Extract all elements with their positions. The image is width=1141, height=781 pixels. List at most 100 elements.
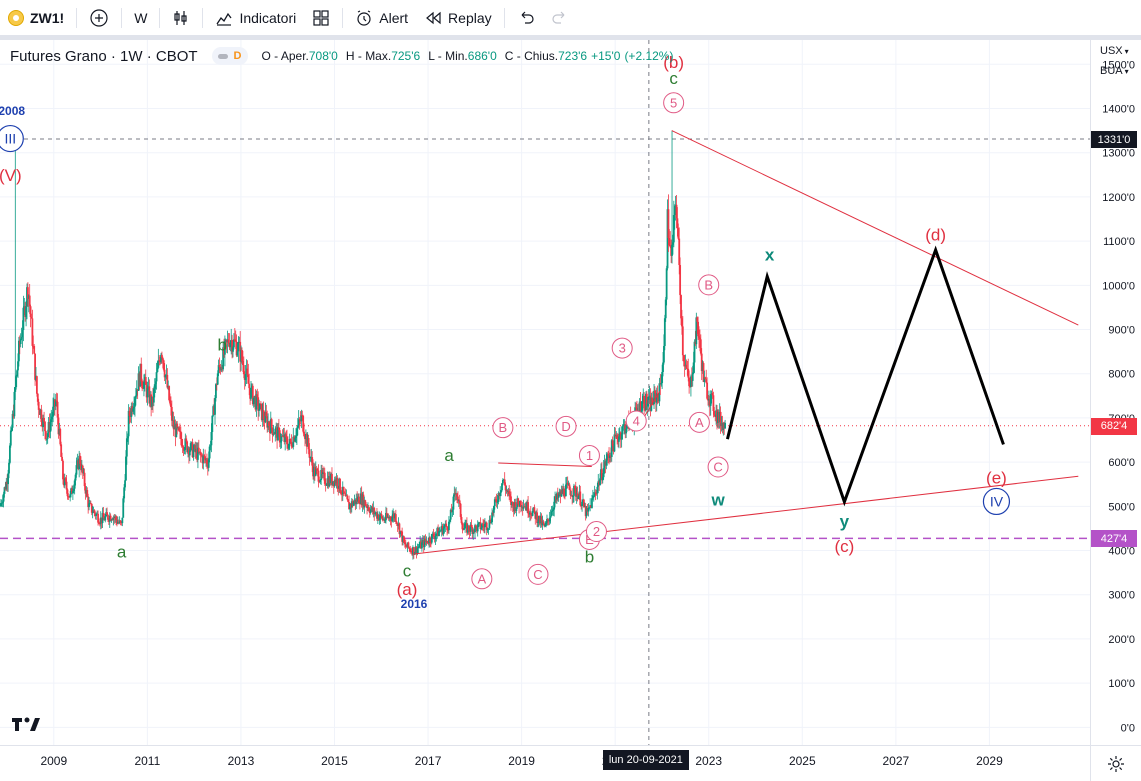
wave-label-text: D [561, 419, 570, 434]
candle-body [295, 428, 298, 437]
candle-body [45, 438, 48, 440]
candle-body [616, 434, 619, 440]
candle-body [529, 512, 532, 515]
replay-button[interactable]: Replay [416, 0, 500, 36]
candle-body [255, 394, 258, 410]
candle-body [691, 372, 694, 381]
price-axis[interactable]: 0'0100'0200'0300'0400'0500'0600'0700'080… [1090, 40, 1141, 745]
candle-body [452, 496, 455, 510]
tradingview-logo[interactable] [12, 715, 42, 738]
candle-body [298, 419, 301, 421]
candle-body [668, 238, 671, 246]
trendlines[interactable] [413, 130, 1079, 555]
compare-symbol-button[interactable] [81, 0, 117, 36]
candle-body [693, 341, 696, 363]
candle-body [122, 498, 125, 518]
candle-body [551, 511, 554, 512]
candle-body [274, 428, 277, 435]
candle-body [501, 479, 504, 484]
candle-body [26, 287, 29, 299]
candle-body [661, 371, 664, 384]
candle-body [90, 503, 93, 513]
candle-body [192, 449, 195, 457]
candle-body [451, 509, 454, 513]
candle-body [461, 523, 464, 530]
candle-body [378, 517, 381, 521]
candle-body [697, 321, 700, 337]
time-axis[interactable]: 2009201120132015201720192021202320252027… [0, 745, 1090, 781]
candle-body [210, 432, 213, 446]
alert-button[interactable]: Alert [347, 0, 416, 36]
candle-body [432, 533, 435, 537]
chart-type-button[interactable] [164, 0, 198, 36]
candle-body [686, 368, 689, 370]
unit-selector[interactable]: BUA ▾ [1100, 65, 1129, 77]
candle-body [467, 525, 470, 531]
candle-body [352, 502, 355, 506]
change-percent: (+2.12%) [624, 49, 674, 63]
candle-body [46, 433, 49, 439]
candle-body [510, 496, 512, 505]
candle-body [595, 493, 598, 495]
legend-title[interactable]: Futures Grano · 1W · CBOT [10, 47, 198, 65]
candle-body [73, 480, 76, 489]
change-value: +15'0 [591, 49, 621, 63]
candle-body [3, 487, 6, 494]
candle-body [579, 491, 582, 506]
undo-button[interactable] [509, 0, 543, 36]
candle-body [418, 546, 421, 548]
candle-body [134, 398, 136, 407]
candle-body [64, 478, 67, 482]
candle-body [347, 499, 350, 503]
wave-label-circle [555, 415, 577, 437]
candle-body [514, 502, 517, 511]
candle-body [706, 382, 709, 399]
candle-body [194, 445, 197, 453]
candle-body [340, 491, 342, 494]
price-chart[interactable]: 2008III(V)baac(a)2016ABCDE12b345c(b)ABCw… [0, 40, 1090, 745]
candle-body [206, 459, 208, 465]
candle-body [667, 209, 670, 239]
candle-body [469, 524, 472, 532]
candle-body [654, 390, 656, 393]
currency-selector[interactable]: USX ▾ [1100, 45, 1129, 57]
candle-body [522, 506, 525, 509]
candle-body [700, 353, 703, 372]
redo-button[interactable] [543, 0, 577, 36]
wave-label-text: 2 [593, 524, 600, 539]
price-tick-label: 600'0 [1108, 457, 1135, 469]
projection-path[interactable] [725, 245, 1005, 507]
wave-label: 1 [578, 444, 600, 466]
candle-body [688, 377, 691, 387]
wave-label-text: 5 [670, 95, 677, 110]
candle-body [154, 381, 157, 385]
wave-label-text: b [585, 548, 594, 567]
candle-body [106, 512, 108, 515]
time-tick-label: 2025 [789, 754, 816, 768]
wave-label-text: x [765, 245, 775, 264]
candle-body [665, 268, 668, 300]
candle-body [135, 389, 138, 396]
wave-label: (d) [925, 225, 946, 244]
candle-body [588, 507, 591, 509]
candle-body [211, 415, 214, 433]
candle-body [277, 427, 280, 431]
interval-button[interactable]: W [134, 9, 148, 26]
price-tick-label: 400'0 [1108, 546, 1135, 558]
crosshair-time-tag: lun 20-09-2021 [602, 750, 689, 770]
candle-body [281, 435, 284, 437]
candle-body [209, 445, 212, 447]
layouts-button[interactable] [304, 0, 338, 36]
chart-settings-button[interactable] [1090, 745, 1141, 781]
candle-body [412, 547, 415, 555]
symbol-selector[interactable]: ZW1! [0, 0, 72, 36]
candle-body [42, 417, 45, 428]
indicators-button[interactable]: Indicatori [207, 0, 304, 36]
price-tick-label: 1500'0 [1102, 59, 1135, 71]
candle-body [191, 442, 194, 457]
wave-label: (V) [0, 166, 22, 185]
candle-body [8, 462, 10, 474]
data-mode-pill[interactable]: D [211, 47, 248, 65]
candle-body [264, 412, 267, 423]
candle-body [403, 536, 405, 543]
